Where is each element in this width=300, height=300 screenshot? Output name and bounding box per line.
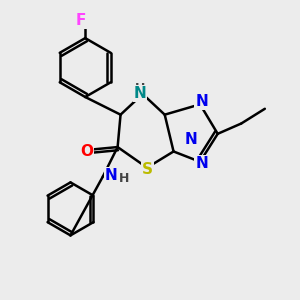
Text: N: N xyxy=(133,86,146,101)
Text: O: O xyxy=(80,144,93,159)
Text: S: S xyxy=(142,162,153,177)
Text: N: N xyxy=(195,156,208,171)
Text: N: N xyxy=(185,132,198,147)
Text: F: F xyxy=(76,13,86,28)
Text: H: H xyxy=(119,172,129,185)
Text: N: N xyxy=(195,94,208,109)
Text: H: H xyxy=(134,82,145,95)
Text: N: N xyxy=(105,167,118,182)
